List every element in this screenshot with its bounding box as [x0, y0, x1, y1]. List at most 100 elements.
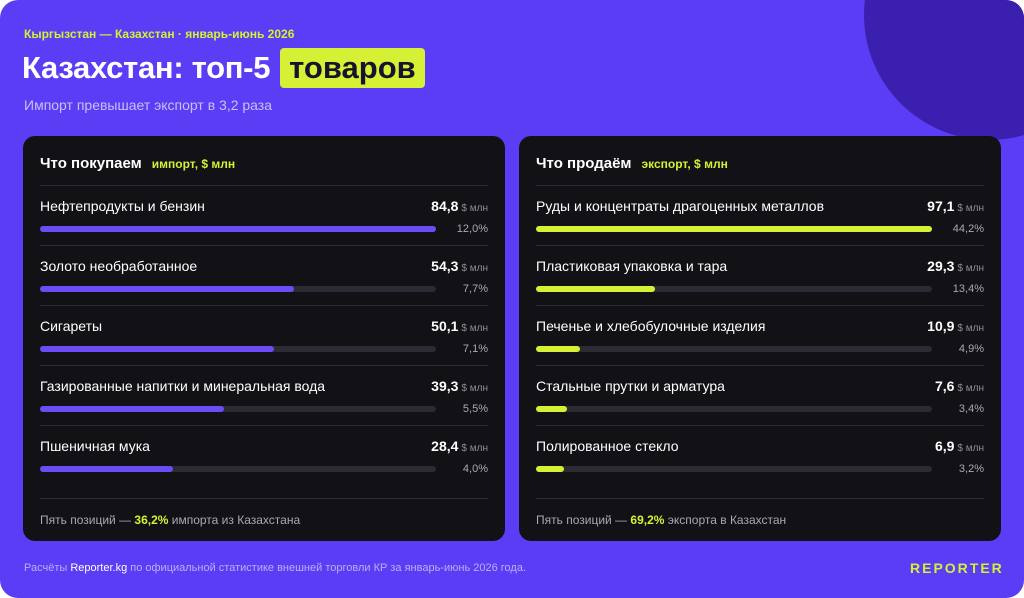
decorative-circle [864, 0, 1024, 140]
import-bar-row: Золото необработанное 54,3 $ млн 7,7% [40, 245, 488, 306]
export-share-label: 44,2% [952, 223, 984, 235]
export-value-number: 29,3 [927, 258, 955, 274]
export-share-label: 13,4% [952, 283, 984, 295]
export-value-unit: $ млн [957, 443, 984, 454]
import-value-unit: $ млн [461, 443, 488, 454]
title-main: Казахстан: топ-5 [22, 50, 271, 85]
export-value-unit: $ млн [957, 323, 984, 334]
export-bar [536, 286, 655, 292]
export-value-label: 10,9 $ млн [927, 318, 984, 336]
export-bar [536, 346, 580, 352]
import-value-unit: $ млн [461, 323, 488, 334]
import-bar [40, 406, 224, 412]
export-footer-text: Пять позиций — 69,2% экспорта в Казахста… [536, 513, 786, 527]
import-category-label: Золото необработанное [40, 258, 198, 274]
import-bar [40, 466, 173, 472]
import-bar-track [40, 406, 436, 412]
export-value-label: 6,9 $ млн [935, 438, 984, 456]
import-category-label: Пшеничная мука [40, 438, 150, 454]
export-category-label: Полированное стекло [536, 438, 679, 454]
footer-note: Расчёты Reporter.kg по официальной стати… [24, 562, 526, 574]
import-panel: Что покупаем импорт, $ млн Нефтепродукты… [23, 136, 505, 541]
import-share-label: 7,1% [462, 343, 488, 355]
export-panel-title: Что продаём [536, 155, 632, 172]
import-category-label: Сигареты [40, 318, 103, 334]
export-value-label: 97,1 $ млн [927, 198, 984, 216]
import-footer-prefix: Пять позиций — [40, 513, 135, 527]
export-bar [536, 466, 564, 472]
export-value-number: 7,6 [934, 378, 955, 394]
import-value-number: 28,4 [431, 438, 459, 454]
import-value-number: 50,1 [431, 318, 459, 334]
import-value-number: 39,3 [431, 378, 459, 394]
kicker: Кыргызстан — Казахстан · январь-июнь 202… [24, 27, 295, 41]
import-footer-share: 36,2% [134, 513, 169, 527]
export-value-label: 7,6 $ млн [935, 378, 984, 396]
import-bar [40, 346, 274, 352]
export-value-unit: $ млн [957, 383, 984, 394]
import-bar-row: Газированные напитки и минеральная вода 3… [40, 365, 488, 426]
import-bar [40, 286, 294, 292]
export-bar-row: Полированное стекло 6,9 $ млн 3,2% [536, 425, 984, 486]
import-panel-footer: Пять позиций — 36,2% импорта из Казахста… [40, 498, 488, 542]
export-value-label: 29,3 $ млн [927, 258, 984, 276]
export-bar-track [536, 346, 932, 352]
footer-note-prefix: Расчёты [24, 562, 71, 574]
export-panel: Что продаём экспорт, $ млн Руды и концен… [519, 136, 1001, 541]
page-title: Казахстан: топ-5 товаров [22, 46, 425, 90]
export-category-label: Печенье и хлебобулочные изделия [536, 318, 766, 334]
import-share-label: 4,0% [462, 463, 488, 475]
export-value-number: 10,9 [927, 318, 955, 334]
import-category-label: Нефтепродукты и бензин [40, 198, 205, 214]
export-bar-track [536, 466, 932, 472]
import-value-label: 50,1 $ млн [431, 318, 488, 336]
export-bar-track [536, 286, 932, 292]
import-footer-text: Пять позиций — 36,2% импорта из Казахста… [40, 513, 300, 527]
export-bar-row: Пластиковая упаковка и тара 29,3 $ млн 13,4… [536, 245, 984, 306]
import-bar-track [40, 346, 436, 352]
reporter-logo: REPORTER [910, 560, 1004, 576]
export-value-number: 97,1 [927, 198, 955, 214]
export-bar-row: Стальные прутки и арматура 7,6 $ млн 3,4% [536, 365, 984, 426]
export-value-unit: $ млн [957, 203, 984, 214]
import-bar-track [40, 286, 436, 292]
import-share-label: 5,5% [462, 403, 488, 415]
export-share-label: 4,9% [958, 343, 984, 355]
export-footer-suffix: экспорта в Казахстан [664, 513, 787, 527]
export-bar-row: Руды и концентраты драгоценных металлов 9… [536, 185, 984, 246]
import-value-unit: $ млн [461, 383, 488, 394]
export-footer-share: 69,2% [630, 513, 665, 527]
export-bar [536, 226, 932, 232]
import-bar [40, 226, 436, 232]
import-value-label: 39,3 $ млн [431, 378, 488, 396]
export-category-label: Пластиковая упаковка и тара [536, 258, 728, 274]
export-bar [536, 406, 567, 412]
import-panel-title: Что покупаем [40, 155, 142, 172]
subtitle: Импорт превышает экспорт в 3,2 раза [24, 97, 273, 113]
export-share-label: 3,2% [958, 463, 984, 475]
export-category-label: Руды и концентраты драгоценных металлов [536, 198, 825, 214]
import-share-label: 7,7% [462, 283, 488, 295]
export-bar-row: Печенье и хлебобулочные изделия 10,9 $ млн… [536, 305, 984, 366]
title-highlight: товаров [280, 48, 425, 88]
export-bar-track [536, 226, 932, 232]
export-bar-track [536, 406, 932, 412]
import-bar-track [40, 226, 436, 232]
import-bar-row: Нефтепродукты и бензин 84,8 $ млн 12,0% [40, 185, 488, 246]
import-value-number: 54,3 [431, 258, 459, 274]
export-panel-footer: Пять позиций — 69,2% экспорта в Казахста… [536, 498, 984, 542]
export-category-label: Стальные прутки и арматура [536, 378, 725, 394]
import-panel-header: Что покупаем импорт, $ млн [40, 155, 235, 172]
import-bar-row: Пшеничная мука 28,4 $ млн 4,0% [40, 425, 488, 486]
export-panel-header: Что продаём экспорт, $ млн [536, 155, 728, 172]
footer-note-brand: Reporter.kg [70, 562, 128, 574]
import-share-label: 12,0% [456, 223, 488, 235]
import-footer-suffix: импорта из Казахстана [168, 513, 301, 527]
export-footer-prefix: Пять позиций — [536, 513, 631, 527]
import-value-label: 28,4 $ млн [431, 438, 488, 456]
export-value-number: 6,9 [934, 438, 955, 454]
import-value-unit: $ млн [461, 203, 488, 214]
import-bar-track [40, 466, 436, 472]
import-category-label: Газированные напитки и минеральная вода [40, 378, 326, 394]
